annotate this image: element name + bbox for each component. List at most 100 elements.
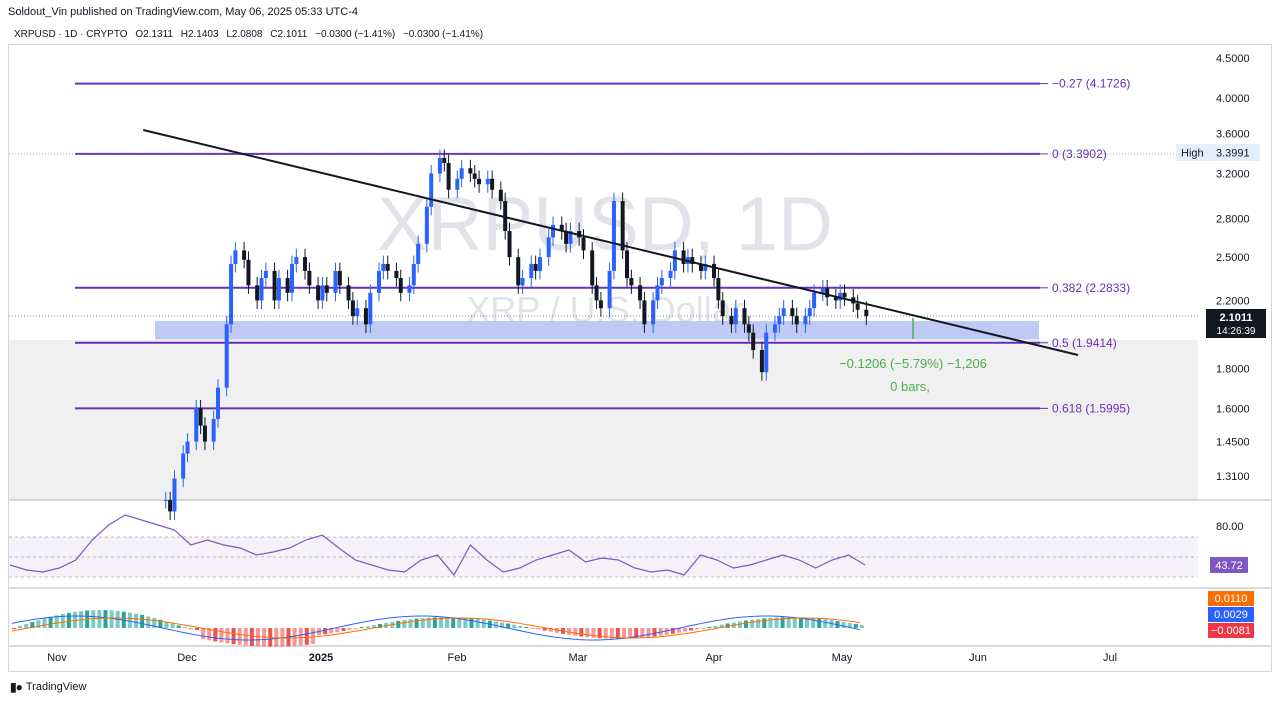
- macd-hist-25: [164, 621, 169, 628]
- rsi-line: [9, 514, 866, 577]
- macd-hist-20: [134, 613, 138, 628]
- candle-body-71: [594, 285, 599, 301]
- macd-hist-9: [66, 612, 71, 628]
- macd-value-box-2: [1208, 623, 1254, 638]
- macd-hist-110: [683, 628, 687, 632]
- rsi-value: 43.72: [1215, 560, 1243, 572]
- macd-hist-80: [500, 622, 504, 628]
- candle-body-20: [285, 278, 290, 293]
- macd-hist-15: [103, 610, 108, 628]
- candle-body-7: [202, 425, 207, 442]
- candle-body-50: [468, 168, 473, 174]
- trendline: [143, 129, 1079, 356]
- candle-body-30: [346, 285, 351, 301]
- macd-hist-130: [805, 617, 809, 628]
- macd-hist-95: [591, 628, 596, 638]
- candle-body-15: [255, 285, 260, 301]
- macd-hist-107: [664, 628, 669, 635]
- macd-hist-2: [24, 624, 29, 628]
- macd-hist-32: [207, 628, 212, 641]
- macd-hist-112: [695, 628, 700, 630]
- candle-body-49: [459, 168, 464, 179]
- candle-body-76: [625, 250, 630, 279]
- candle-body-90: [712, 263, 717, 279]
- candle-body-83: [668, 270, 673, 279]
- macd-hist-29: [188, 628, 193, 630]
- macd-hist-86: [536, 628, 541, 630]
- macd-hist-70: [439, 617, 443, 628]
- macd-hist-94: [585, 628, 590, 638]
- candle-body-31: [350, 300, 355, 317]
- macd-line: [11, 615, 861, 641]
- macd-hist-72: [451, 617, 456, 628]
- candle-body-100: [772, 324, 777, 333]
- candle-body-69: [581, 237, 586, 251]
- macd-hist-133: [823, 619, 828, 628]
- macd-hist-82: [512, 624, 517, 628]
- macd-hist-84: [524, 627, 529, 628]
- fib-label-0: −0.27 (4.1726): [1052, 77, 1130, 91]
- macd-hist-105: [652, 628, 657, 637]
- macd-hist-37: [237, 628, 242, 645]
- macd-hist-128: [792, 617, 797, 628]
- macd-hist-111: [689, 628, 694, 631]
- macd-hist-125: [774, 617, 779, 628]
- close-value: C2.1011: [270, 29, 308, 40]
- macd-hist-132: [817, 618, 822, 628]
- price-tick-7: 1.8000: [1216, 363, 1250, 375]
- macd-hist-93: [579, 628, 584, 637]
- fib-label-4: 0.618 (1.5995): [1052, 401, 1130, 415]
- macd-hist-21: [140, 614, 145, 628]
- candle-body-34: [368, 292, 373, 325]
- macd-hist-36: [231, 628, 236, 645]
- macd-hist-104: [646, 628, 651, 638]
- macd-hist-136: [841, 621, 846, 628]
- candle-body-53: [485, 178, 490, 185]
- time-label-6: May: [832, 652, 853, 664]
- candle-body-32: [355, 308, 360, 317]
- macd-hist-88: [548, 628, 553, 632]
- macd-hist-24: [158, 619, 163, 628]
- candle-body-51: [472, 173, 477, 179]
- macd-hist-64: [402, 620, 407, 628]
- candle-body-99: [764, 332, 769, 373]
- candle-body-26: [320, 285, 325, 301]
- candle-body-8: [211, 419, 216, 442]
- symbol-label[interactable]: XRPUSD · 1D · CRYPTO: [14, 29, 128, 40]
- candle-body-84: [672, 250, 677, 271]
- candle-body-111: [838, 292, 843, 301]
- macd-hist-77: [481, 619, 486, 628]
- candle-body-43: [424, 206, 429, 244]
- candle-body-1: [168, 500, 173, 512]
- candle-body-35: [376, 270, 381, 293]
- rsi-pane[interactable]: [9, 501, 1198, 588]
- macd-hist-28: [182, 627, 187, 628]
- candle-body-70: [590, 250, 595, 286]
- candle-body-98: [759, 350, 764, 373]
- candle-body-39: [398, 278, 403, 293]
- macd-hist-137: [847, 622, 852, 628]
- macd-hist-108: [670, 628, 675, 634]
- support-zone: [155, 321, 1039, 340]
- macd-signal-line: [11, 617, 860, 639]
- macd-hist-54: [341, 628, 346, 632]
- footer-brand[interactable]: TradingView: [25, 681, 87, 693]
- candle-body-73: [607, 270, 612, 309]
- tradingview-logo-icon: ▮●: [10, 680, 23, 694]
- candle-body-22: [294, 257, 299, 264]
- macd-hist-56: [353, 628, 358, 629]
- macd-hist-96: [597, 628, 602, 639]
- macd-hist-117: [725, 623, 730, 628]
- price-tick-1: 4.0000: [1216, 93, 1250, 105]
- candle-body-18: [272, 270, 277, 301]
- macd-hist-91: [567, 628, 572, 635]
- macd-pane[interactable]: [9, 589, 1198, 646]
- macd-hist-65: [408, 619, 413, 628]
- last-price-value: 2.1011: [1219, 312, 1252, 324]
- macd-hist-138: [853, 624, 858, 628]
- macd-hist-66: [414, 618, 419, 628]
- candle-body-46: [442, 157, 447, 164]
- macd-hist-7: [54, 615, 59, 628]
- macd-hist-122: [756, 618, 761, 628]
